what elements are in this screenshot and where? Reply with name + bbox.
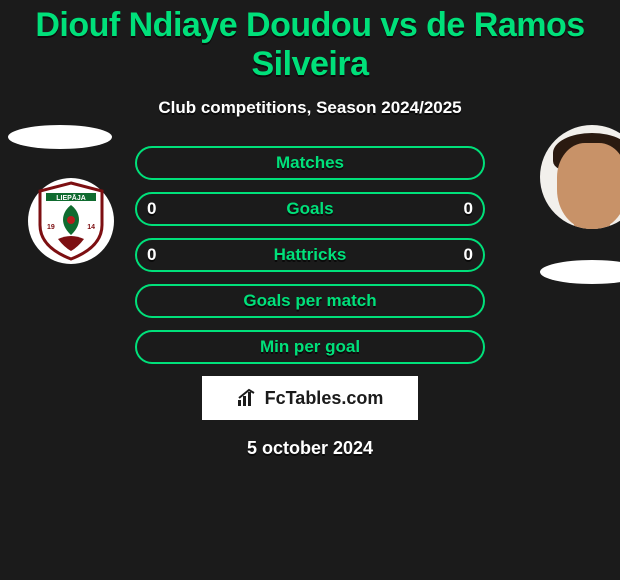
stats-container: Matches 0 Goals 0 0 Hattricks 0 Goals pe… bbox=[135, 146, 485, 364]
infographic-date: 5 october 2024 bbox=[0, 438, 620, 459]
player-right-club-placeholder bbox=[540, 260, 620, 284]
brand-text: FcTables.com bbox=[265, 388, 384, 409]
stat-label: Goals bbox=[286, 199, 333, 219]
stat-left-value: 0 bbox=[147, 245, 156, 265]
player-right-avatar bbox=[540, 125, 620, 229]
stat-label: Min per goal bbox=[260, 337, 360, 357]
stat-label: Matches bbox=[276, 153, 344, 173]
page-title: Diouf Ndiaye Doudou vs de Ramos Silveira bbox=[0, 0, 620, 84]
stat-row-min-per-goal: Min per goal bbox=[135, 330, 485, 364]
stat-label: Goals per match bbox=[243, 291, 376, 311]
stat-label: Hattricks bbox=[274, 245, 347, 265]
club-crest-icon: LIEPĀJA 19 14 bbox=[36, 181, 106, 261]
svg-text:19: 19 bbox=[47, 224, 55, 231]
svg-text:14: 14 bbox=[87, 224, 95, 231]
brand-box[interactable]: FcTables.com bbox=[202, 376, 418, 420]
bar-chart-icon bbox=[237, 388, 259, 408]
stat-right-value: 0 bbox=[464, 245, 473, 265]
player-left-avatar-placeholder bbox=[8, 125, 112, 149]
stat-left-value: 0 bbox=[147, 199, 156, 219]
page-subtitle: Club competitions, Season 2024/2025 bbox=[0, 98, 620, 118]
stat-right-value: 0 bbox=[464, 199, 473, 219]
stat-row-matches: Matches bbox=[135, 146, 485, 180]
stat-row-goals: 0 Goals 0 bbox=[135, 192, 485, 226]
player-left-club-crest: LIEPĀJA 19 14 bbox=[28, 178, 114, 264]
stat-row-hattricks: 0 Hattricks 0 bbox=[135, 238, 485, 272]
stat-row-goals-per-match: Goals per match bbox=[135, 284, 485, 318]
svg-text:LIEPĀJA: LIEPĀJA bbox=[56, 194, 86, 202]
